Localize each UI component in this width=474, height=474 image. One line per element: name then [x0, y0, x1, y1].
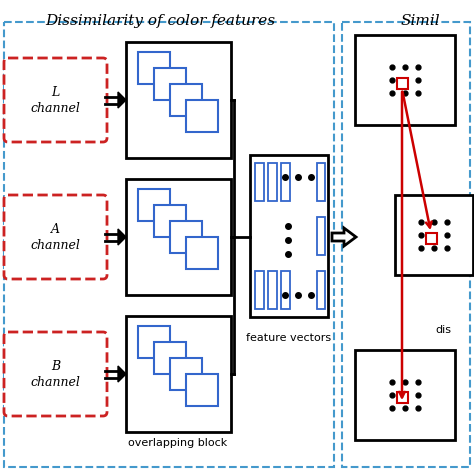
- Bar: [317, 271, 325, 309]
- FancyBboxPatch shape: [4, 58, 107, 142]
- Bar: [138, 189, 170, 221]
- Bar: [170, 358, 202, 390]
- Bar: [397, 78, 408, 89]
- Bar: [138, 326, 170, 358]
- Bar: [126, 42, 231, 158]
- Text: overlapping block: overlapping block: [128, 438, 228, 448]
- FancyBboxPatch shape: [4, 332, 107, 416]
- Bar: [126, 179, 231, 295]
- Text: A
channel: A channel: [30, 222, 81, 252]
- Bar: [138, 52, 170, 84]
- Bar: [355, 350, 455, 440]
- Bar: [255, 163, 264, 201]
- Text: B
channel: B channel: [30, 359, 81, 389]
- Bar: [186, 237, 218, 269]
- Bar: [268, 163, 277, 201]
- Bar: [170, 221, 202, 253]
- Text: dis: dis: [435, 325, 451, 335]
- Bar: [355, 35, 455, 125]
- FancyBboxPatch shape: [4, 195, 107, 279]
- Text: L
channel: L channel: [30, 85, 81, 115]
- Bar: [317, 163, 325, 201]
- Bar: [426, 233, 437, 244]
- FancyBboxPatch shape: [342, 22, 470, 467]
- Bar: [154, 68, 186, 100]
- Bar: [154, 342, 186, 374]
- Text: Dissimilarity of color features: Dissimilarity of color features: [45, 14, 275, 28]
- Bar: [170, 84, 202, 116]
- Text: Simil: Simil: [400, 14, 440, 28]
- Bar: [395, 195, 473, 275]
- FancyBboxPatch shape: [4, 22, 334, 467]
- Bar: [154, 205, 186, 237]
- Bar: [186, 100, 218, 132]
- Polygon shape: [118, 366, 126, 382]
- Bar: [250, 155, 328, 317]
- Bar: [268, 271, 277, 309]
- Bar: [126, 316, 231, 432]
- Polygon shape: [118, 229, 126, 245]
- Bar: [397, 392, 408, 403]
- Bar: [186, 374, 218, 406]
- Text: feature vectors: feature vectors: [246, 333, 331, 343]
- Bar: [255, 271, 264, 309]
- Polygon shape: [332, 228, 356, 246]
- Polygon shape: [118, 92, 126, 108]
- Bar: [281, 271, 290, 309]
- Bar: [281, 163, 290, 201]
- Bar: [317, 217, 325, 255]
